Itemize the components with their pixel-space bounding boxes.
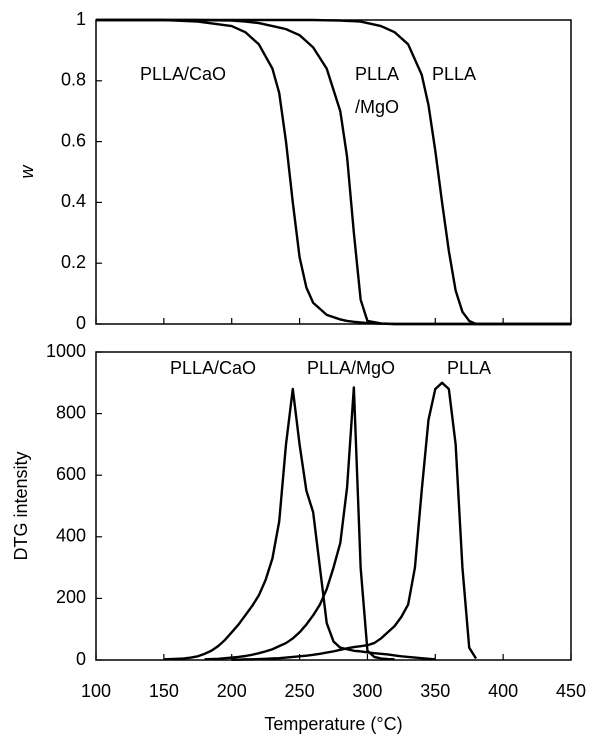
annotation: PLLA/CaO (140, 64, 226, 84)
annotation: PLLA (355, 64, 399, 84)
y-axis-label: w (17, 165, 37, 179)
y-tick-label: 400 (56, 526, 86, 546)
y-tick-label: 1 (76, 9, 86, 29)
curve (204, 386, 395, 661)
x-tick-label: 150 (149, 681, 179, 701)
curve (96, 18, 571, 326)
plot-frame (95, 351, 572, 661)
series-label: PLLA/CaO (170, 358, 256, 378)
x-tick-label: 400 (488, 681, 518, 701)
y-tick-label: 0.8 (61, 70, 86, 90)
annotation: /MgO (355, 97, 399, 117)
x-tick-label: 450 (556, 681, 586, 701)
x-axis-label: Temperature (°C) (264, 714, 402, 734)
y-tick-label: 0.2 (61, 252, 86, 272)
y-tick-label: 0.4 (61, 191, 86, 211)
y-tick-label: 800 (56, 402, 86, 422)
x-tick-label: 100 (81, 681, 111, 701)
y-tick-label: 0.6 (61, 130, 86, 150)
curve (96, 18, 571, 326)
x-tick-label: 200 (217, 681, 247, 701)
y-tick-label: 0 (76, 649, 86, 669)
y-axis-label: DTG intensity (11, 451, 31, 560)
annotation: PLLA (432, 64, 476, 84)
curve (163, 387, 436, 661)
x-tick-label: 350 (420, 681, 450, 701)
y-tick-label: 200 (56, 587, 86, 607)
series-label: PLLA (447, 358, 491, 378)
y-tick-label: 600 (56, 464, 86, 484)
y-tick-label: 1000 (46, 341, 86, 361)
curve (231, 381, 478, 661)
x-tick-label: 250 (285, 681, 315, 701)
y-tick-label: 0 (76, 313, 86, 333)
x-tick-label: 300 (352, 681, 382, 701)
series-label: PLLA/MgO (307, 358, 395, 378)
